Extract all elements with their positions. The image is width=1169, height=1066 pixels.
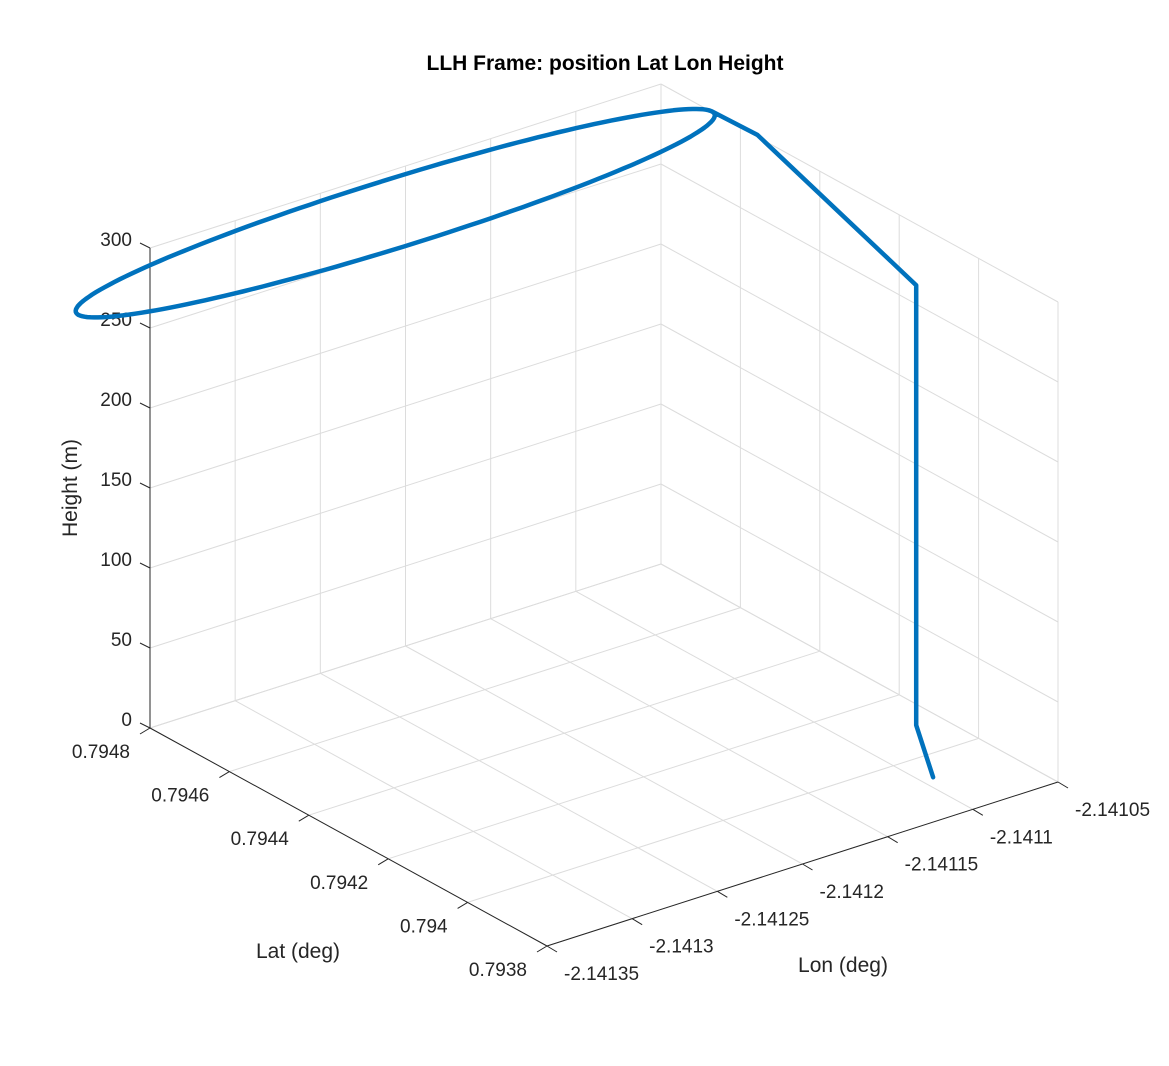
grid-line-backwall-z [149,483,662,649]
grid-line-floor-lon [490,618,888,838]
grid-line-backwall-z [149,563,662,729]
x-tick-mark [802,863,813,871]
grid-line-floor-lon [575,590,974,810]
grid-line-floor-lat [388,694,900,860]
z-tick-mark [139,402,151,409]
x-tick-label: -2.14125 [734,909,809,930]
y-tick-label: 0.7938 [469,960,527,981]
grid-line-sidewall-z [660,563,1059,783]
x-tick-label: -2.1413 [649,937,713,958]
z-axis-label: Height (m) [59,439,82,537]
grid-line-floor-lat [467,737,979,903]
series-layer [73,106,936,780]
grid-line-sidewall-z [660,323,1059,543]
tick-labels: -2.14135 -2.1413 -2.14125 -2.1412 -2.14115 -2… [72,230,1150,985]
x-tick-mark [887,836,898,844]
x-tick-label: -2.1412 [820,882,884,903]
x-axis-label: Lon (deg) [798,954,888,977]
z-tick-mark [139,562,151,569]
grid-line-floor-lat [308,650,820,816]
x-tick-label: -2.14115 [905,855,979,876]
chart-title: LLH Frame: position Lat Lon Height [427,52,784,75]
grid-line-sidewall-z [660,483,1059,703]
x-tick-mark [546,945,558,953]
z-tick-mark [139,722,151,729]
x-tick-mark [1057,781,1069,789]
y-tick-label: 0.794 [400,916,448,937]
grid-line-backwall-z [149,323,662,489]
x-tick-mark [717,890,728,898]
x-tick-mark [631,918,643,926]
x-tick-label: -2.1411 [990,827,1053,848]
y-axis-line [149,727,548,947]
y-tick-label: 0.7942 [310,873,368,894]
x-tick-label: -2.14105 [1075,800,1150,821]
grid-line-sidewall-z [660,403,1059,623]
y-tick-mark [377,858,389,866]
grid-line-backwall-z [149,243,662,409]
y-tick-label: 0.7946 [151,786,209,807]
series-line [73,106,936,780]
z-tick-label: 0 [121,710,132,731]
grid-line-backwall-z [149,403,662,569]
z-tick-label: 50 [111,630,132,651]
y-axis-label: Lat (deg) [256,940,340,963]
grid-line-floor-lat [229,607,741,773]
x-tick-label: -2.14135 [564,964,639,985]
grid-line-backwall-z [149,83,662,249]
z-tick-mark [139,642,151,649]
y-tick-mark [457,901,468,909]
z-tick-label: 300 [100,230,132,251]
grid-line-floor-lon [234,700,633,920]
y-tick-label: 0.7948 [72,742,130,763]
y-tick-mark [139,727,151,735]
y-tick-label: 0.7944 [231,829,290,850]
x-tick-mark [972,808,984,816]
z-tick-mark [139,242,151,249]
y-tick-mark [536,945,548,953]
y-tick-mark [219,771,230,779]
grid-line-sidewall-z [660,163,1059,383]
z-tick-label: 100 [100,550,132,571]
grid-line-floor-lon [320,672,718,892]
grid-line-sidewall-z [660,243,1059,463]
z-tick-label: 200 [100,390,132,411]
z-tick-mark [139,482,151,489]
grid [149,83,1059,947]
z-tick-label: 150 [100,470,132,491]
y-tick-mark [298,814,310,822]
z-tick-mark [139,322,151,329]
grid-line-floor-lon [405,645,803,865]
